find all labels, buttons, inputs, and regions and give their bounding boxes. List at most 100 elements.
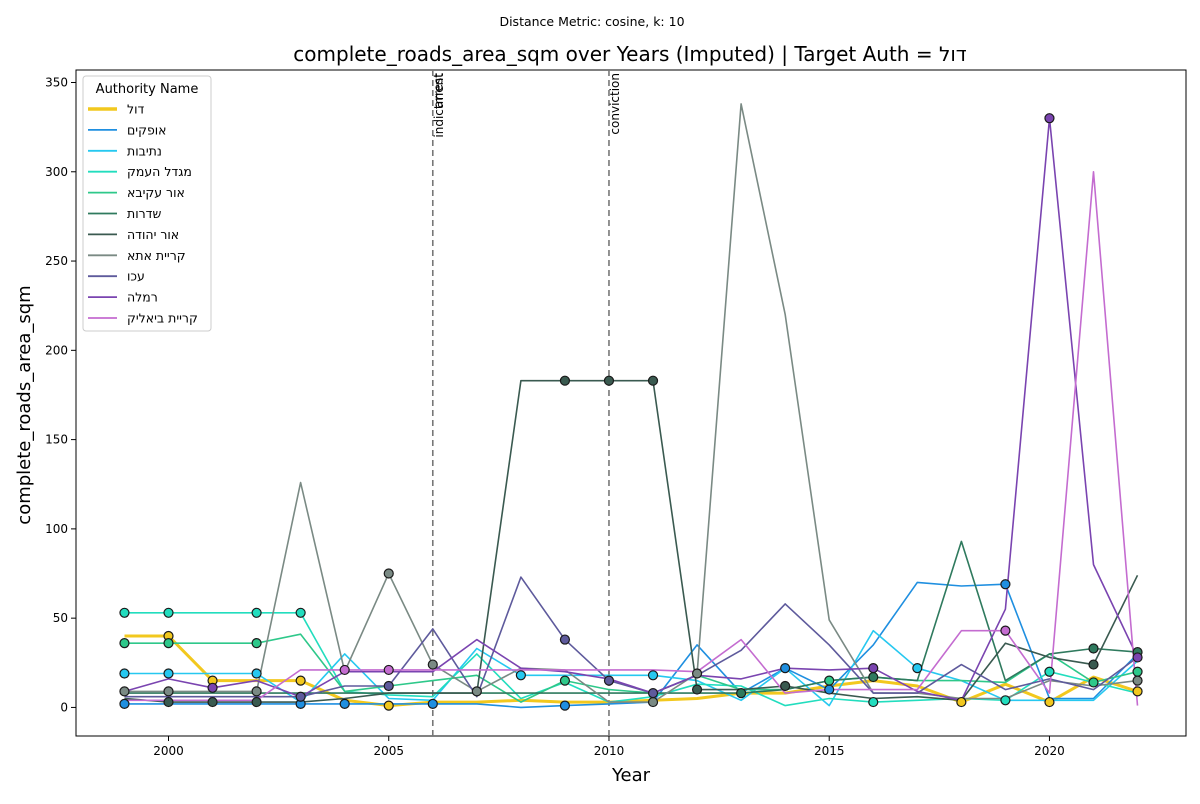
imputed-point (163, 638, 174, 649)
series-line (124, 171, 1139, 706)
imputed-point (868, 671, 879, 683)
imputed-point (119, 607, 130, 618)
imputed-point (824, 684, 835, 695)
imputed-point (427, 659, 438, 670)
imputed-point (956, 696, 967, 708)
legend-label: קריית אתא (127, 248, 186, 263)
x-tick-label: 2000 (153, 744, 184, 758)
series-lines (124, 103, 1139, 709)
y-tick-label: 0 (60, 700, 68, 714)
imputed-point (647, 375, 659, 386)
y-tick-label: 50 (53, 611, 68, 625)
y-tick-label: 250 (45, 254, 68, 268)
imputed-point (868, 663, 879, 674)
imputed-point (295, 675, 306, 686)
legend-label: קריית ביאליק (127, 311, 198, 326)
event-label: conviction (608, 73, 622, 135)
legend-label: נתיבות (127, 143, 162, 158)
imputed-point (1132, 686, 1143, 697)
imputed-point (295, 691, 306, 702)
imputed-point (119, 686, 130, 697)
imputed-point (471, 686, 482, 697)
imputed-point (868, 696, 879, 708)
imputed-point (251, 686, 262, 697)
series-line (124, 379, 1139, 703)
imputed-point (1132, 675, 1143, 686)
y-tick-label: 350 (45, 75, 68, 89)
imputed-point (647, 670, 659, 681)
legend-label: אור עקיבא (127, 185, 185, 200)
event-label: indictment (432, 73, 446, 138)
imputed-point (383, 700, 394, 711)
imputed-point (824, 675, 835, 686)
imputed-point (515, 670, 526, 681)
imputed-point (603, 375, 615, 386)
series-line (124, 103, 1138, 703)
axis-ticks: 2000 2005 2010 2015 2020 0 50 100 150 200 250 300 35… (45, 75, 1065, 758)
imputed-point (163, 696, 174, 708)
imputed-point (119, 668, 130, 679)
x-axis-label: Year (611, 765, 651, 786)
imputed-point (207, 682, 218, 693)
x-tick-label: 2020 (1034, 744, 1065, 758)
y-tick-label: 200 (45, 343, 68, 357)
imputed-point (1044, 666, 1055, 677)
imputed-point (1088, 643, 1099, 654)
y-tick-label: 100 (45, 522, 68, 536)
imputed-point (251, 668, 262, 679)
imputed-point (1044, 696, 1055, 708)
x-tick-label: 2010 (594, 744, 625, 758)
legend-box (82, 75, 212, 332)
y-tick-label: 150 (45, 433, 68, 447)
imputed-point (119, 638, 130, 649)
imputed-point (1000, 695, 1011, 706)
imputed-point (119, 698, 130, 709)
imputed-point (647, 688, 659, 699)
y-tick-label: 300 (45, 165, 68, 179)
imputed-points (119, 113, 1143, 711)
imputed-point (251, 638, 262, 649)
series-line (124, 581, 1139, 709)
imputed-point (1132, 666, 1143, 677)
legend-label: אור יהודה (127, 227, 179, 242)
chart-title: complete_roads_area_sqm over Years (Impu… (293, 42, 967, 66)
imputed-point (1088, 677, 1099, 688)
imputed-point (1000, 625, 1011, 636)
imputed-point (559, 700, 571, 711)
imputed-point (559, 675, 571, 686)
series-line (124, 634, 1138, 708)
legend-label: עכו (127, 269, 145, 284)
legend-label: מגדל העמק (127, 164, 192, 179)
imputed-point (736, 688, 747, 699)
x-tick-label: 2005 (373, 744, 404, 758)
legend-label: שדרות (127, 206, 162, 221)
series-line (124, 117, 1139, 702)
imputed-point (163, 668, 174, 679)
imputed-point (1000, 579, 1011, 590)
imputed-point (163, 607, 174, 618)
imputed-point (647, 696, 659, 708)
legend-label: דול (127, 102, 145, 117)
plot-area (75, 69, 1187, 737)
imputed-point (780, 680, 791, 692)
legend-title: Authority Name (96, 82, 199, 97)
series-line (124, 540, 1138, 694)
imputed-point (427, 698, 438, 709)
event-label: arrest (431, 73, 445, 108)
imputed-point (163, 686, 174, 697)
imputed-point (339, 664, 350, 676)
imputed-point (251, 607, 262, 618)
imputed-point (691, 684, 703, 695)
imputed-point (339, 698, 350, 709)
imputed-point (383, 680, 394, 692)
imputed-point (1132, 652, 1143, 663)
imputed-point (1088, 659, 1099, 670)
legend-label: רמלה (127, 290, 158, 305)
legend-label: אופקים (127, 122, 167, 137)
imputed-point (912, 663, 923, 674)
imputed-point (383, 568, 394, 579)
imputed-point (383, 664, 394, 676)
